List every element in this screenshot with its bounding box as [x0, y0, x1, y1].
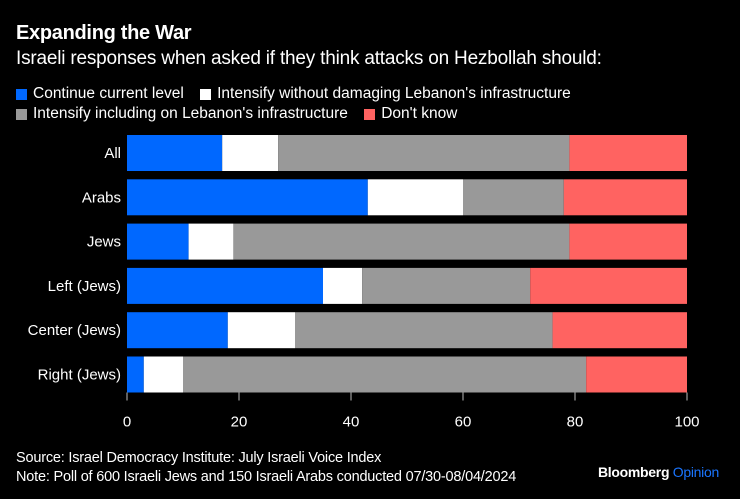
- legend-swatch-dont-know: [364, 108, 376, 120]
- bar-segment-right-jews-intensify-without-damaging-lebanon-s-infrastructure: [143, 356, 183, 393]
- chart-title: Expanding the War: [16, 22, 192, 44]
- brand-name: Bloomberg: [598, 464, 670, 480]
- legend-item-dont-know: Don't know: [364, 104, 457, 124]
- footer: Source: Israel Democracy Institute: July…: [16, 449, 516, 487]
- x-tick-label-40: 40: [343, 414, 360, 431]
- legend: Continue current level Intensify without…: [16, 84, 716, 124]
- category-label-all: All: [104, 145, 121, 162]
- bar-segment-jews-intensify-including-on-lebanon-s-infrastructure: [233, 223, 570, 260]
- bar-segment-left-jews-intensify-without-damaging-lebanon-s-infrastructure: [323, 267, 363, 304]
- bar-segment-arabs-intensify-including-on-lebanon-s-infrastructure: [463, 179, 564, 216]
- brand-suffix: Opinion: [672, 464, 719, 480]
- bar-segment-right-jews-continue-current-level: [127, 356, 144, 393]
- bar-group-center-jews: [127, 312, 687, 349]
- bar-segment-all-intensify-without-damaging-lebanon-s-infrastructure: [222, 135, 279, 171]
- bar-segment-arabs-continue-current-level: [127, 179, 368, 216]
- legend-item-continue: Continue current level: [16, 84, 184, 104]
- x-tick-label-20: 20: [231, 414, 248, 431]
- bar-segment-center-jews-continue-current-level: [127, 312, 228, 349]
- category-label-arabs: Arabs: [82, 189, 121, 206]
- bar-segment-arabs-don-t-know: [563, 179, 687, 216]
- x-tick-label-100: 100: [674, 414, 699, 431]
- chart-subtitle: Israeli responses when asked if they thi…: [16, 48, 602, 69]
- bar-group-left-jews: [127, 267, 687, 304]
- legend-label-continue: Continue current level: [33, 85, 184, 102]
- legend-swatch-intensify-including: [16, 108, 27, 120]
- legend-label-dont-know: Don't know: [381, 105, 458, 122]
- bar-segment-arabs-intensify-without-damaging-lebanon-s-infrastructure: [367, 179, 463, 216]
- bar-segment-left-jews-don-t-know: [530, 267, 687, 304]
- poll-note: Note: Poll of 600 Israeli Jews and 150 I…: [16, 469, 517, 485]
- source-note: Source: Israel Democracy Institute: July…: [16, 450, 382, 466]
- x-tick-label-60: 60: [455, 414, 472, 431]
- bar-segment-center-jews-don-t-know: [552, 312, 687, 349]
- bar-group-all: [127, 135, 687, 171]
- bar-group-jews: [127, 223, 687, 260]
- legend-swatch-intensify-without: [200, 88, 212, 100]
- bar-segment-right-jews-don-t-know: [586, 356, 687, 393]
- category-label-jews: Jews: [87, 234, 121, 251]
- bar-segment-center-jews-intensify-including-on-lebanon-s-infrastructure: [295, 312, 553, 349]
- bar-segment-all-continue-current-level: [127, 135, 223, 171]
- x-tick-label-80: 80: [567, 414, 584, 431]
- bar-segment-all-intensify-including-on-lebanon-s-infrastructure: [278, 135, 570, 171]
- category-label-center-jews: Center (Jews): [28, 322, 121, 339]
- bar-segment-center-jews-intensify-without-damaging-lebanon-s-infrastructure: [227, 312, 295, 349]
- legend-label-intensify-without: Intensify without damaging Lebanon's inf…: [217, 85, 571, 102]
- bar-segment-left-jews-intensify-including-on-lebanon-s-infrastructure: [362, 267, 531, 304]
- legend-item-intensify-without: Intensify without damaging Lebanon's inf…: [200, 84, 571, 104]
- bar-segment-left-jews-continue-current-level: [127, 267, 323, 304]
- bar-segment-jews-intensify-without-damaging-lebanon-s-infrastructure: [188, 223, 234, 260]
- bar-segment-all-don-t-know: [569, 135, 687, 171]
- x-tick-label-0: 0: [123, 414, 131, 431]
- category-label-right-jews: Right (Jews): [38, 367, 121, 384]
- category-label-left-jews: Left (Jews): [48, 278, 121, 295]
- legend-swatch-continue: [16, 88, 27, 100]
- legend-label-intensify-including: Intensify including on Lebanon's infrast…: [33, 105, 348, 122]
- bar-group-arabs: [127, 179, 687, 216]
- bloomberg-opinion-logo: Bloomberg Opinion: [598, 464, 719, 480]
- bar-segment-jews-continue-current-level: [127, 223, 189, 260]
- bar-group-right-jews: [127, 356, 687, 393]
- bar-segment-jews-don-t-know: [569, 223, 687, 260]
- bar-segment-right-jews-intensify-including-on-lebanon-s-infrastructure: [183, 356, 587, 393]
- legend-item-intensify-including: Intensify including on Lebanon's infrast…: [16, 104, 348, 124]
